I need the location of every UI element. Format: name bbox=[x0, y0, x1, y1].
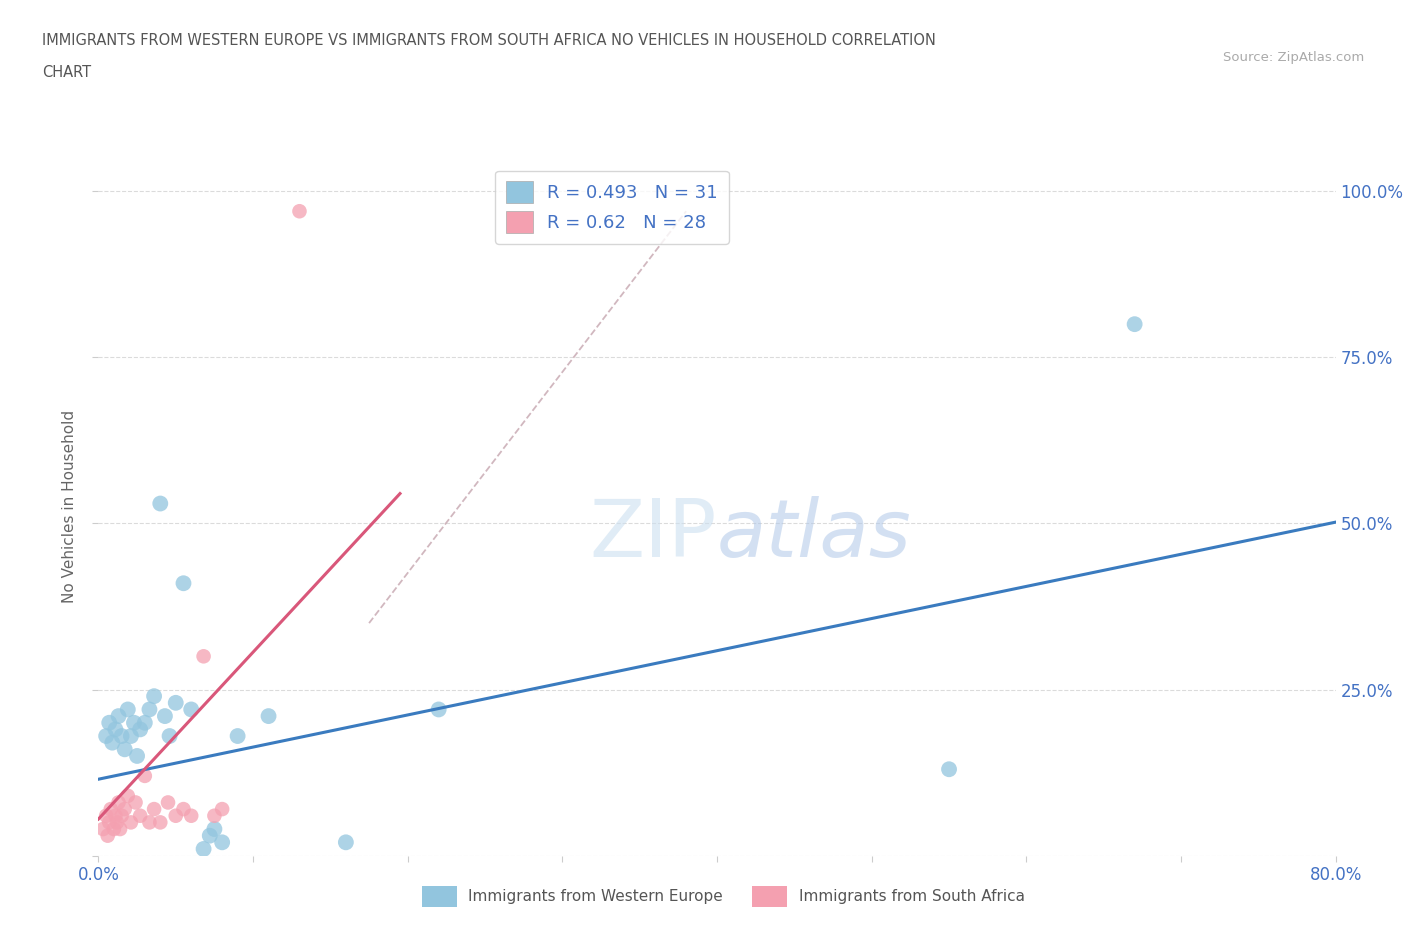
Point bbox=[157, 795, 180, 810]
Point bbox=[117, 702, 139, 717]
Point bbox=[173, 802, 195, 817]
Point bbox=[165, 696, 187, 711]
Point bbox=[288, 204, 311, 219]
Point bbox=[120, 728, 142, 743]
Point bbox=[143, 802, 166, 817]
Point bbox=[129, 722, 152, 737]
Point bbox=[165, 808, 187, 823]
Point bbox=[103, 821, 125, 836]
Point bbox=[134, 768, 156, 783]
Point bbox=[173, 576, 195, 591]
Point bbox=[204, 808, 226, 823]
Point bbox=[149, 815, 172, 830]
Point bbox=[108, 821, 131, 836]
Point bbox=[96, 808, 118, 823]
Point bbox=[104, 808, 127, 823]
Point bbox=[427, 702, 450, 717]
Point bbox=[211, 802, 233, 817]
Text: IMMIGRANTS FROM WESTERN EUROPE VS IMMIGRANTS FROM SOUTH AFRICA NO VEHICLES IN HO: IMMIGRANTS FROM WESTERN EUROPE VS IMMIGR… bbox=[42, 33, 936, 47]
Point bbox=[143, 689, 166, 704]
Point bbox=[127, 749, 149, 764]
Point bbox=[98, 815, 121, 830]
Point bbox=[938, 762, 960, 777]
Point bbox=[153, 709, 176, 724]
Point bbox=[159, 728, 181, 743]
Y-axis label: No Vehicles in Household: No Vehicles in Household bbox=[62, 410, 77, 604]
Point bbox=[107, 795, 129, 810]
Point bbox=[198, 829, 221, 844]
Point bbox=[104, 722, 127, 737]
Point bbox=[138, 702, 160, 717]
Point bbox=[138, 815, 160, 830]
Point bbox=[107, 709, 129, 724]
Point bbox=[111, 728, 134, 743]
Point bbox=[180, 702, 202, 717]
Point bbox=[97, 829, 120, 844]
Point bbox=[124, 795, 146, 810]
Point bbox=[122, 715, 145, 730]
Point bbox=[226, 728, 249, 743]
Point bbox=[100, 802, 122, 817]
Point bbox=[105, 815, 128, 830]
Point bbox=[111, 808, 134, 823]
Point bbox=[1123, 317, 1146, 332]
Text: ZIP: ZIP bbox=[589, 496, 717, 574]
Text: Source: ZipAtlas.com: Source: ZipAtlas.com bbox=[1223, 51, 1364, 64]
Text: CHART: CHART bbox=[42, 65, 91, 80]
Point bbox=[114, 802, 136, 817]
Point bbox=[120, 815, 142, 830]
Point bbox=[134, 715, 156, 730]
Point bbox=[114, 742, 136, 757]
Point bbox=[257, 709, 280, 724]
Point bbox=[193, 842, 215, 857]
Point bbox=[129, 808, 152, 823]
Point bbox=[193, 649, 215, 664]
Text: Immigrants from Western Europe: Immigrants from Western Europe bbox=[468, 889, 723, 904]
Point bbox=[101, 736, 124, 751]
Point bbox=[91, 821, 114, 836]
Point bbox=[149, 496, 172, 511]
Legend: R = 0.493   N = 31, R = 0.62   N = 28: R = 0.493 N = 31, R = 0.62 N = 28 bbox=[495, 170, 728, 244]
Point bbox=[117, 789, 139, 804]
Point bbox=[335, 835, 357, 850]
Point bbox=[211, 835, 233, 850]
Point bbox=[180, 808, 202, 823]
Point bbox=[204, 821, 226, 836]
Text: Immigrants from South Africa: Immigrants from South Africa bbox=[799, 889, 1025, 904]
Text: atlas: atlas bbox=[717, 496, 912, 574]
Point bbox=[96, 728, 118, 743]
Point bbox=[98, 715, 121, 730]
